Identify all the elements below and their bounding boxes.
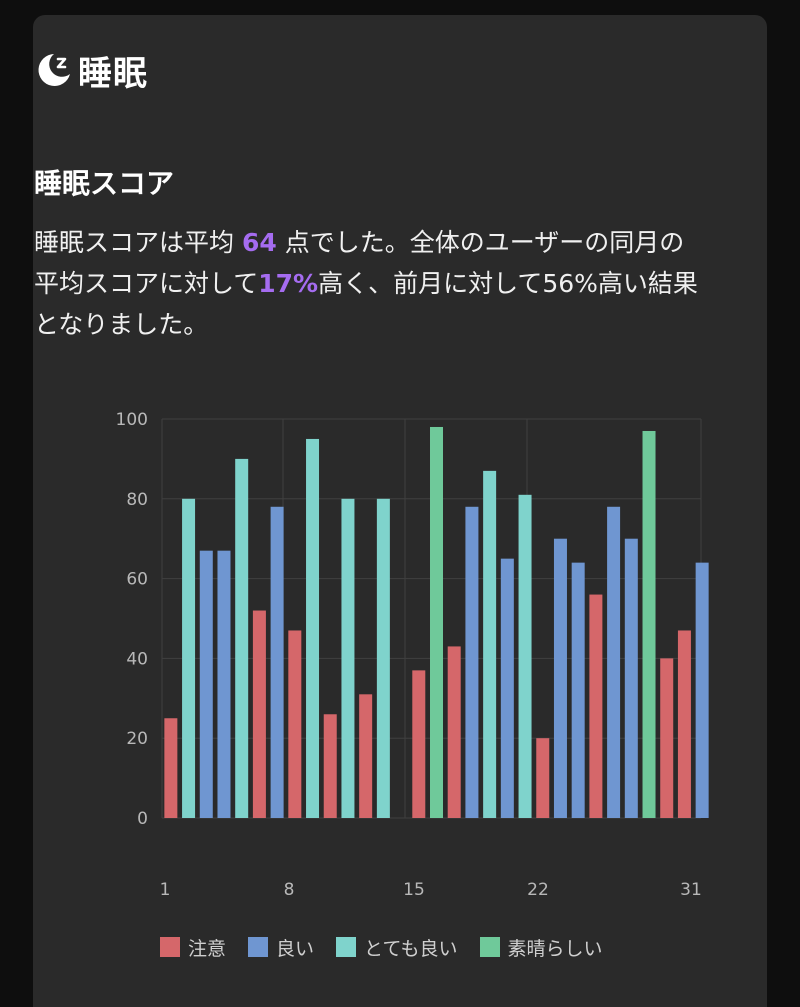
summary-text: 睡眠スコアは平均 64 点でした。全体のユーザーの同月の平均スコアに対して17%… <box>34 222 704 345</box>
summary-part1: 睡眠スコアは平均 <box>34 228 242 257</box>
summary-part2: 点でした。全体のユーザーの同月の平均スコアに対して <box>34 228 685 298</box>
chart-legend: 注意 良い とても良い 素晴らしい <box>160 934 625 960</box>
summary-part3: 高く、前月に対して56%高い結果となりました。 <box>34 269 698 339</box>
legend-item-excellent: 素晴らしい <box>479 934 603 961</box>
legend-label: 注意 <box>188 937 227 960</box>
legend-label: とても良い <box>364 937 458 960</box>
legend-label: 素晴らしい <box>507 937 603 960</box>
section-title: 睡眠スコア <box>34 167 175 200</box>
legend-swatch <box>479 937 500 957</box>
summary-average: 64 <box>241 228 277 257</box>
legend-swatch <box>336 937 357 957</box>
legend-swatch <box>248 937 269 957</box>
header: 睡眠 <box>34 46 148 94</box>
summary-percent: 17% <box>258 269 319 298</box>
legend-item-good: 良い <box>248 934 314 961</box>
legend-item-caution: 注意 <box>160 934 226 961</box>
moon-sleep-icon <box>38 54 70 86</box>
legend-label: 良い <box>276 937 315 960</box>
legend-swatch <box>160 937 180 957</box>
legend-item-very_good: とても良い <box>336 934 458 961</box>
page-title: 睡眠 <box>78 53 148 94</box>
